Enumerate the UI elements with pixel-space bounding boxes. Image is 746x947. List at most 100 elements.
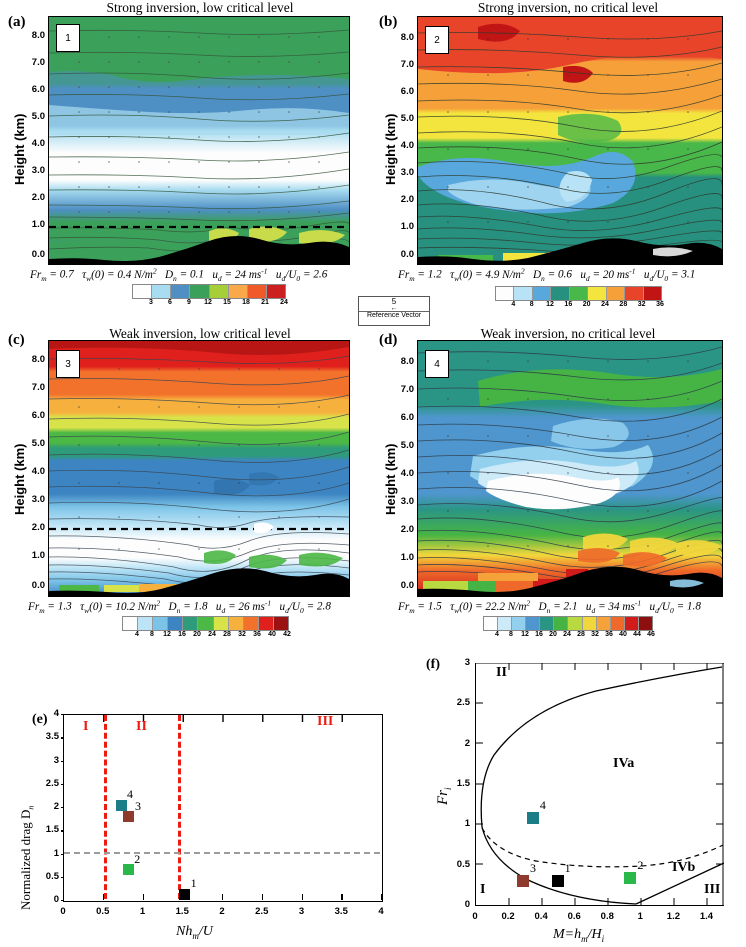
colorbar-tick: 24 [280,299,288,306]
panel-e-data-point-label: 1 [190,876,197,891]
panel-f-ytick: 0 [464,899,470,910]
panel-e-region-divider-2 [178,715,181,899]
panel-e-xtick-mark [182,894,184,900]
panel-e-ytick: 2 [53,801,59,812]
panel-f-region-II: II [496,665,507,680]
colorbar-swatch [605,287,625,300]
panel-c-label: (c) [8,332,25,348]
panel-a-dn: 0.1 [189,268,204,281]
panel-b-colorbar-ticks: 4 8 12 16 20 24 28 32 36 [495,301,664,313]
panel-d-ytick: 2.0 [400,524,414,535]
panel-e-xtick-mark [341,894,343,900]
panel-b-tauw: 4.9 N/m2 [485,266,525,281]
panel-d-plot [417,340,723,597]
colorbar-swatch [484,617,498,630]
panel-f-xlabel-sub1: m [581,933,588,944]
panel-a-ytick: 4.0 [31,138,45,149]
colorbar-tick: 24 [601,301,609,308]
panel-a-ytick: 7.0 [31,57,45,68]
panel-f-xtick: 1 [637,911,643,922]
colorbar-swatch [151,285,171,298]
panel-c-ytick: 3.0 [31,494,45,505]
panel-e-xlabel-tail: /U [198,924,213,939]
panel-f-xtick: 0.2 [501,911,515,922]
colorbar-tick: 36 [605,631,613,638]
colorbar-tick: 32 [637,301,646,308]
colorbar-swatch [568,287,588,300]
panel-e-xtick: 3.5 [334,906,348,917]
panel-e-data-point-label: 2 [134,851,141,866]
colorbar-tick: 32 [238,631,246,638]
panel-f-ylabel: Fri [435,787,453,805]
colorbar-tick: 16 [535,631,543,638]
panel-f-ytick: 1.5 [456,778,470,789]
colorbar-swatch [567,617,582,630]
panel-a-case-number: 1 [56,24,80,52]
colorbar-swatch [587,287,606,300]
panel-b-ytick: 2.0 [400,194,414,205]
panel-b-title: Strong inversion, no critical level [477,0,659,15]
panel-a-ytick: 3.0 [31,165,45,176]
colorbar-tick: 4 [135,631,139,638]
panel-b-ytick: 3.0 [400,167,414,178]
panel-b-ytick: 0.0 [400,249,414,260]
panel-b-ytick: 7.0 [400,59,414,70]
panel-e-xlabel: Nhm/U [176,924,213,941]
panel-f-data-point [516,874,529,887]
colorbar-swatch [182,617,198,630]
panel-d-title: Weak inversion, no critical level [480,326,656,341]
panel-e-ytick: 0.5 [45,870,59,882]
colorbar-swatch [189,285,209,298]
panel-c-ud: 26 ms-1 [238,598,272,613]
panel-f-data-point [526,811,539,824]
panel-d-ytick: 0.0 [400,580,414,591]
panel-e-xtick: 3 [298,906,305,917]
panel-e-xtick: 4 [378,906,384,917]
panel-b-plot [417,16,723,265]
panel-d-ytick: 1.0 [400,552,414,563]
colorbar-swatch [642,287,661,300]
panel-f-data-point [551,874,564,887]
colorbar-tick: 3 [149,299,153,306]
panel-e-xlabel-main: Nh [176,924,193,939]
panel-d-ud: 34 ms-1 [608,598,642,613]
colorbar-swatch [497,617,512,630]
panel-f-xtick: 0.6 [567,911,581,922]
colorbar-swatch [513,287,532,300]
panel-d-tauw: 22.2 N/m2 [485,598,531,613]
colorbar-tick: 18 [242,299,250,306]
colorbar-swatch [197,617,213,630]
panel-f-xtick: 1.4 [699,911,714,922]
panel-a-ud: 24 ms-1 [234,266,268,281]
colorbar-tick: 40 [619,631,627,638]
panel-e-ylabel-main: Normalized drag D [18,809,33,910]
colorbar-swatch [265,285,285,298]
panel-e-ytick: 1 [53,847,59,859]
panel-e-xlabel-sub: m [192,930,199,941]
colorbar-tick: 20 [582,301,591,308]
colorbar-tick: 28 [619,301,628,308]
panel-f-xlabel-mid: /H [587,927,602,942]
panel-c-tauw: 10.2 N/m2 [115,598,161,613]
panel-e-xtick-mark [63,894,65,900]
panel-d-footer: Frm = 1.5 τw(0) = 22.2 N/m2 Dn = 2.1 ud … [398,598,701,615]
panel-b-case-number: 2 [425,26,449,54]
panel-f-plot [475,663,724,906]
panel-a-colorbar [132,284,286,299]
panel-d-label: (d) [379,332,398,348]
panel-f-xtick: 1.2 [666,911,680,922]
colorbar-swatch [637,617,652,630]
panel-a-plot [48,16,350,265]
panel-c-ytick: 1.0 [31,550,45,561]
panel-c-plot [48,340,350,597]
panel-b-ud: 20 ms-1 [602,266,636,281]
colorbar-swatch [595,617,610,630]
panel-e-xtick: 0.5 [96,906,110,917]
panel-c-frm: 1.3 [57,600,72,613]
colorbar-tick: 12 [546,301,554,308]
colorbar-swatch [609,617,624,630]
colorbar-swatch [496,287,514,300]
panel-e-xtick: 2 [219,906,225,917]
colorbar-tick: 36 [656,301,664,308]
panel-b-frm: 1.2 [427,268,442,281]
